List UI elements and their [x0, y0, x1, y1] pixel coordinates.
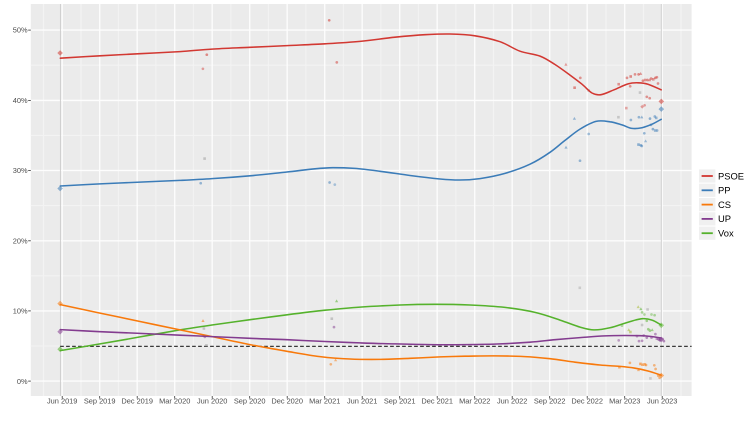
svg-text:Sep 2019: Sep 2019: [84, 396, 116, 405]
svg-text:50%: 50%: [13, 26, 28, 35]
svg-text:Jun 2022: Jun 2022: [497, 396, 527, 405]
svg-text:CS: CS: [718, 199, 731, 210]
svg-text:Dec 2022: Dec 2022: [571, 396, 603, 405]
svg-text:30%: 30%: [13, 166, 28, 175]
svg-text:20%: 20%: [13, 236, 28, 245]
svg-text:Mar 2021: Mar 2021: [309, 396, 340, 405]
svg-text:Vox: Vox: [718, 228, 734, 239]
svg-text:UP: UP: [718, 213, 731, 224]
svg-text:10%: 10%: [13, 307, 28, 316]
svg-text:Dec 2019: Dec 2019: [121, 396, 153, 405]
svg-text:Sep 2020: Sep 2020: [234, 396, 266, 405]
svg-text:Mar 2022: Mar 2022: [459, 396, 490, 405]
svg-text:Sep 2021: Sep 2021: [384, 396, 416, 405]
svg-text:Mar 2020: Mar 2020: [159, 396, 190, 405]
svg-text:0%: 0%: [17, 377, 28, 386]
svg-text:Dec 2021: Dec 2021: [421, 396, 453, 405]
svg-text:PP: PP: [718, 185, 731, 196]
svg-text:PSOE: PSOE: [718, 170, 744, 181]
svg-text:Jun 2021: Jun 2021: [347, 396, 377, 405]
svg-text:Sep 2022: Sep 2022: [534, 396, 566, 405]
svg-text:40%: 40%: [13, 96, 28, 105]
svg-text:Mar 2023: Mar 2023: [609, 396, 640, 405]
svg-text:Dec 2020: Dec 2020: [271, 396, 303, 405]
svg-text:Jun 2019: Jun 2019: [47, 396, 77, 405]
svg-text:Jun 2020: Jun 2020: [197, 396, 227, 405]
svg-text:Jun 2023: Jun 2023: [647, 396, 677, 405]
